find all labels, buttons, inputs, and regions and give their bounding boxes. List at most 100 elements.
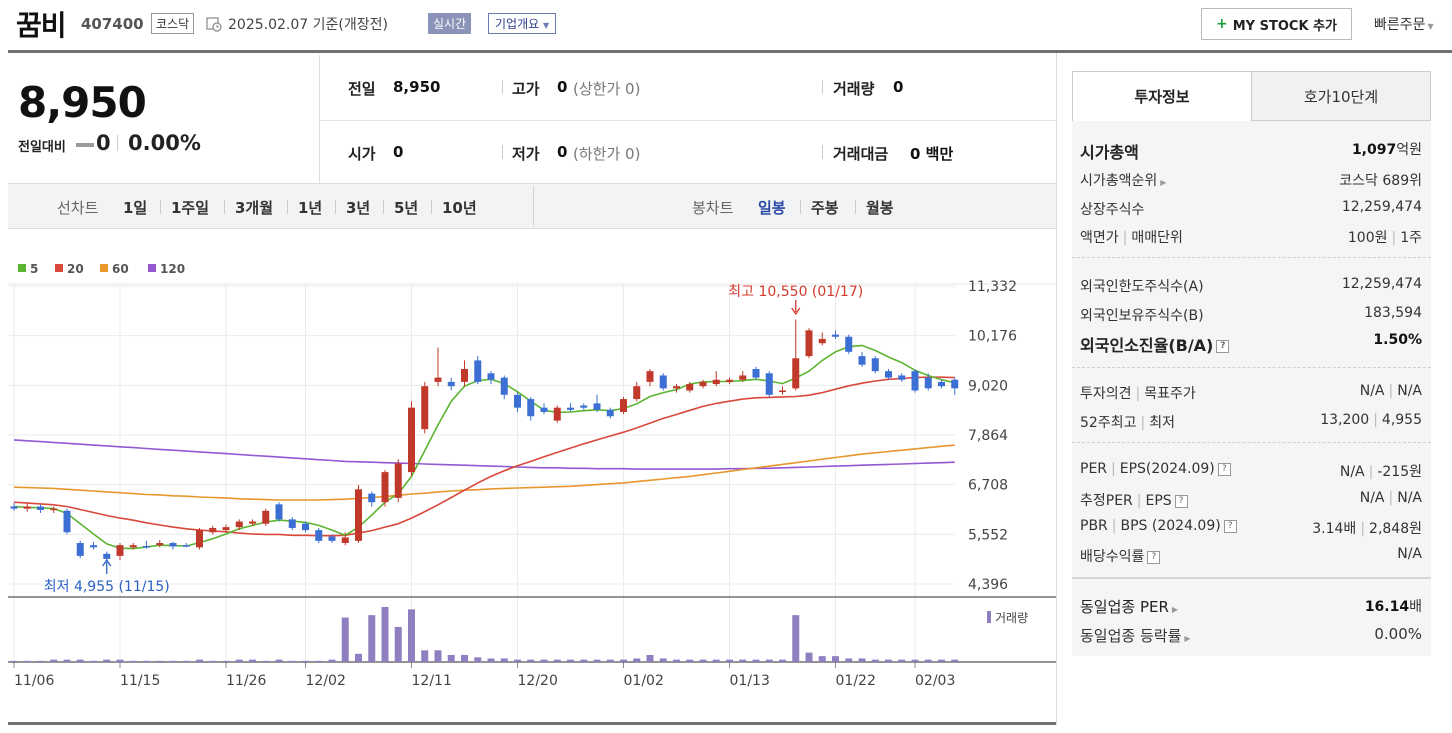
period-1d[interactable]: 1일 [123,199,148,217]
tab-invest-info[interactable]: 투자정보 [1072,71,1252,121]
x-tick-label: 01/02 [624,673,664,689]
candle-body [633,386,641,400]
candle-body [567,407,574,410]
help-icon[interactable]: ? [1216,340,1230,353]
divider [1072,367,1431,368]
divider [335,200,336,214]
open-label: 시가 [348,145,376,163]
eps-label: EPS(2024.09) [1119,461,1215,477]
x-tick-label: 11/15 [120,673,160,689]
help-icon[interactable]: ? [1217,462,1231,476]
volume-bar [50,659,58,662]
per-label: PER [1080,461,1108,477]
current-price: 8,950 [18,78,147,127]
volume-legend-label: 거래량 [995,611,1028,625]
candle-daily[interactable]: 일봉 [758,199,786,217]
opinion-value: N/A [1359,383,1385,399]
listed-shares-value: 12,259,474 [1341,199,1422,215]
candle-body [288,519,296,528]
realtime-button[interactable]: 실시간 [428,13,472,34]
candle-body [500,377,508,395]
candle-body [845,336,853,352]
candle-chart-label: 봉차트 [692,199,734,217]
divider [855,200,856,214]
tab-orderbook[interactable]: 호가10단계 [1251,71,1431,121]
candle-body [394,463,402,498]
pbr-value: 3.14배 [1312,521,1357,537]
legend-swatch [148,264,156,272]
est-per-row: 추정PER | EPS? N/A | N/A [1080,490,1422,509]
sector-per-value: 16.14 [1364,599,1410,615]
add-mystock-button[interactable]: + MY STOCK 추가 [1201,8,1352,40]
candle-body [527,399,535,417]
price-chart[interactable]: 11,332 10,176 9,020 7,864 6,708 5,552 4,396 11/… [0,240,1056,722]
est-eps-value: N/A [1397,490,1422,506]
bps-label: BPS (2024.09) [1120,518,1221,534]
divider [117,135,118,151]
high-label: 고가 [512,80,540,98]
candle-body [898,375,906,380]
help-icon[interactable]: ? [1147,550,1161,564]
help-icon[interactable]: ? [1174,494,1188,508]
volume-bar [90,660,97,662]
divider [822,80,823,94]
market-badge: 코스닥 [151,13,195,34]
company-overview-label: 기업개요 [495,17,540,31]
candle-weekly[interactable]: 주봉 [811,199,839,217]
volume-bar [739,659,747,662]
candle-body [169,543,177,547]
volume-bar [169,660,177,662]
volume-bar [646,654,654,662]
quick-order-menu[interactable]: 빠른주문 ▼ [1374,14,1434,34]
x-tick-label: 01/22 [836,673,876,689]
low-annotation: 최저 4,955 (11/15) [44,579,170,595]
candle-monthly[interactable]: 월봉 [866,199,894,217]
week52-high-value: 13,200 [1320,412,1370,428]
market-cap-rank-row[interactable]: 시가총액순위 ▶ 코스닥 689위 [1080,170,1422,190]
period-3m[interactable]: 3개월 [235,199,274,217]
est-eps-label: EPS [1145,493,1172,509]
period-10y[interactable]: 10년 [442,199,477,217]
volume-bar [620,659,627,662]
volume-bar [23,660,31,662]
candle-body [408,407,415,473]
legend-label: 60 [112,262,129,276]
volume-bar [580,659,588,662]
foreign-hold-value: 183,594 [1364,305,1422,321]
sector-change-value: 0.00% [1374,625,1422,643]
divider [1072,257,1431,258]
week52-high-label: 52주최고 [1080,415,1137,431]
high-arrow-head [791,307,801,316]
period-5y[interactable]: 5년 [394,199,419,217]
volume-bar [633,658,641,662]
company-overview-dropdown[interactable]: 기업개요 ▼ [488,13,557,34]
period-1w[interactable]: 1주일 [171,199,210,217]
chart-plot-area [8,284,1056,662]
market-cap-rank-label: 시가총액순위 [1080,173,1158,189]
period-1y[interactable]: 1년 [298,199,323,217]
listed-shares-label: 상장주식수 [1080,202,1145,218]
volume-bar [805,652,813,662]
volume-bar [911,659,919,662]
period-3y[interactable]: 3년 [346,199,371,217]
volume-bar [129,660,137,662]
candle-body [302,523,309,531]
week52-low-label: 최저 [1149,415,1175,431]
dividend-label: 배당수익률 [1080,549,1145,565]
candle-body [461,369,468,382]
y-tick-label: 6,708 [968,478,1008,494]
caret-right-icon: ▶ [1171,605,1179,614]
volume-bar [222,660,230,662]
bps-value: 2,848원 [1369,521,1422,537]
help-icon[interactable]: ? [1223,519,1237,533]
legend-label: 5 [30,262,38,276]
eps-value: -215원 [1377,464,1422,480]
sector-change-row[interactable]: 동일업종 등락률 ▶ 0.00% [1080,625,1422,646]
candle-body [10,506,18,509]
candle-body [726,379,733,382]
sector-per-row[interactable]: 동일업종 PER ▶ 16.14배 [1080,596,1422,617]
trade-unit-label: 매매단위 [1131,230,1183,246]
volume-bar [659,658,667,662]
volume-bar [898,659,906,662]
per-row: PER | EPS(2024.09)? N/A | -215원 [1080,461,1422,480]
